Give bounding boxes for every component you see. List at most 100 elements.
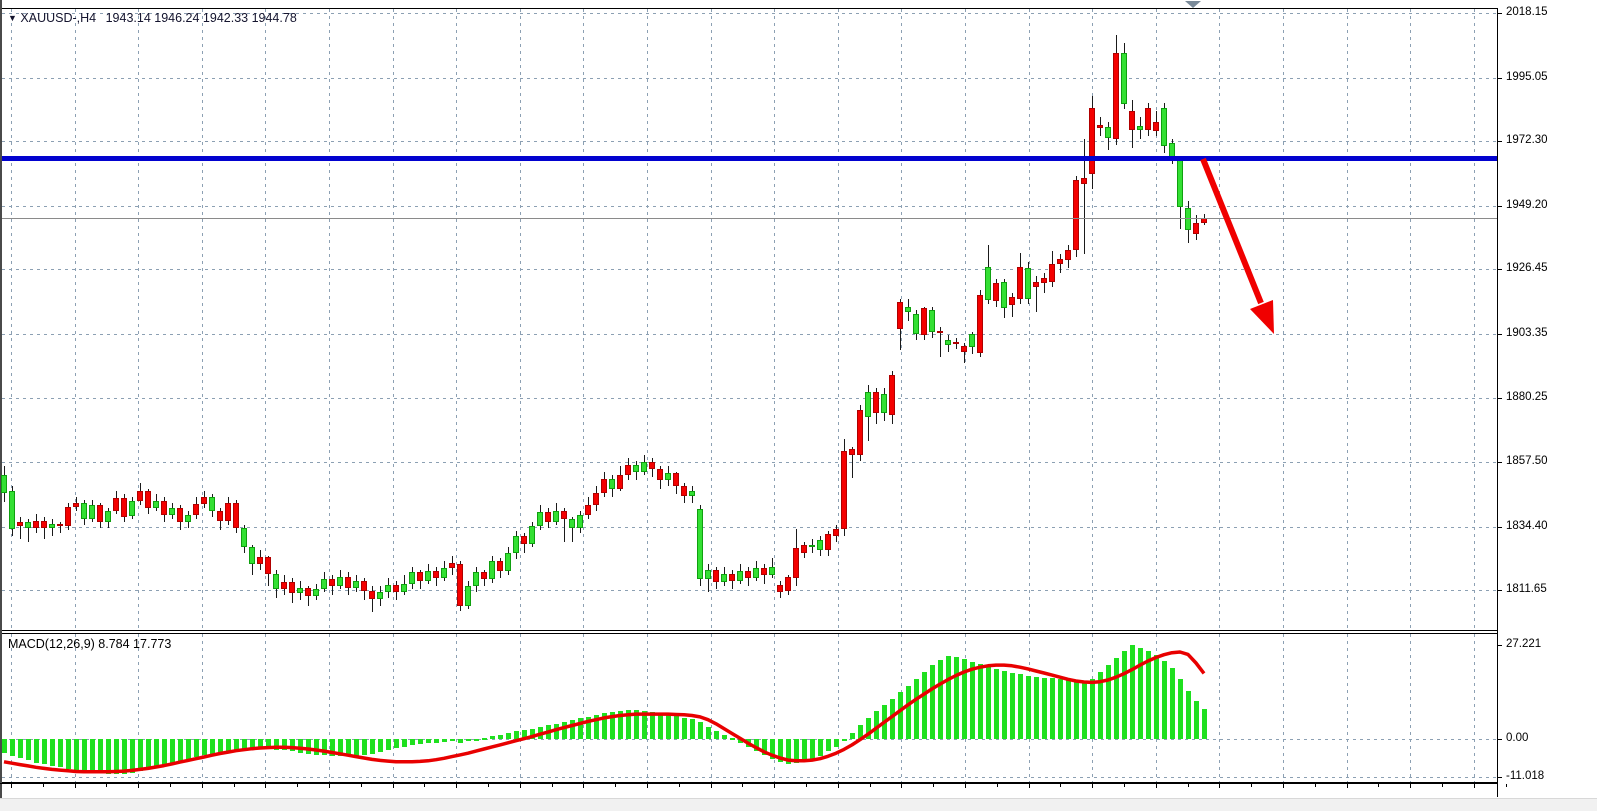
macd-histogram-bar bbox=[369, 739, 375, 754]
macd-histogram-bar bbox=[465, 739, 471, 742]
candle-body bbox=[457, 564, 463, 606]
candle-body bbox=[337, 576, 343, 587]
macd-histogram-bar bbox=[313, 739, 319, 755]
macd-tick bbox=[1497, 645, 1502, 646]
candle-body bbox=[545, 512, 551, 523]
macd-histogram-bar bbox=[193, 739, 199, 757]
time-tick bbox=[424, 784, 425, 787]
price-tick bbox=[1497, 590, 1502, 592]
candle-body bbox=[305, 587, 311, 597]
price-axis[interactable]: 2018.15 1995.05 1972.30 1949.20 1926.45 1903.… bbox=[1497, 0, 1597, 797]
candle-body bbox=[1177, 159, 1183, 207]
bottom-scroll-strip[interactable] bbox=[0, 798, 1597, 811]
time-tick bbox=[520, 784, 521, 788]
time-tick bbox=[1251, 784, 1252, 787]
vertical-gridline bbox=[265, 9, 266, 630]
horizontal-line-1966[interactable] bbox=[2, 155, 1497, 161]
time-axis[interactable]: 15 Feb 202317 Feb 16:0022 Feb 08:0027 Fe… bbox=[0, 783, 1497, 799]
symbol-dropdown-icon[interactable]: ▼ bbox=[8, 13, 17, 23]
candle-body bbox=[969, 334, 975, 348]
vertical-gridline bbox=[1474, 634, 1475, 782]
time-tick bbox=[202, 784, 203, 788]
candle-body bbox=[217, 510, 223, 521]
vertical-gridline bbox=[838, 634, 839, 782]
macd-histogram-bar bbox=[385, 739, 391, 750]
macd-histogram-bar bbox=[241, 739, 247, 749]
macd-histogram-bar bbox=[777, 739, 783, 762]
candle-body bbox=[585, 505, 591, 516]
vertical-gridline bbox=[265, 634, 266, 782]
macd-histogram-bar bbox=[1017, 674, 1023, 739]
ohlc-readout: 1943.14 1946.24 1942.33 1944.78 bbox=[105, 11, 297, 25]
price-axis-label: 1972.30 bbox=[1506, 134, 1548, 147]
price-tick bbox=[1497, 526, 1502, 528]
horizontal-gridline bbox=[2, 398, 1497, 399]
candle-body bbox=[937, 330, 943, 333]
candle-body bbox=[289, 582, 295, 594]
candle-body bbox=[649, 462, 655, 469]
candle-body bbox=[473, 572, 479, 587]
candle-body bbox=[297, 587, 303, 594]
candle-body bbox=[233, 502, 239, 528]
candle-body bbox=[41, 520, 47, 528]
vertical-gridline bbox=[329, 9, 330, 630]
candle-body bbox=[785, 576, 791, 591]
candle-body bbox=[81, 502, 87, 520]
candle-wick bbox=[19, 516, 21, 539]
symbol-timeframe: XAUUSD-,H4 bbox=[20, 11, 97, 25]
macd-histogram-bar bbox=[1177, 678, 1183, 739]
vertical-gridline bbox=[1474, 9, 1475, 630]
vertical-gridline bbox=[329, 634, 330, 782]
macd-histogram-bar bbox=[425, 739, 431, 744]
candle-body bbox=[721, 573, 727, 583]
candle-body bbox=[1145, 108, 1151, 130]
macd-histogram-bar bbox=[793, 739, 799, 764]
horizontal-gridline bbox=[2, 269, 1497, 270]
macd-histogram-bar bbox=[1185, 690, 1191, 739]
candle-body bbox=[409, 572, 415, 584]
macd-histogram-bar bbox=[161, 739, 167, 766]
macd-histogram-bar bbox=[641, 711, 647, 739]
candle-body bbox=[641, 462, 647, 472]
macd-histogram-bar bbox=[1057, 678, 1063, 739]
macd-histogram-bar bbox=[1129, 645, 1135, 739]
candle-body bbox=[433, 571, 439, 578]
candle-body bbox=[841, 450, 847, 530]
macd-histogram-bar bbox=[1105, 664, 1111, 739]
macd-histogram-bar bbox=[57, 739, 63, 768]
macd-histogram-bar bbox=[233, 739, 239, 750]
time-tick bbox=[1219, 784, 1220, 788]
time-tick bbox=[456, 784, 457, 788]
macd-histogram-bar bbox=[121, 739, 127, 774]
macd-histogram-bar bbox=[1033, 676, 1039, 739]
candle-body bbox=[1009, 296, 1015, 305]
panel-separator-bottom[interactable] bbox=[2, 633, 1497, 634]
macd-histogram-bar bbox=[1, 739, 7, 753]
macd-histogram-bar bbox=[137, 739, 143, 772]
candle-body bbox=[897, 301, 903, 330]
time-tick bbox=[997, 784, 998, 787]
macd-histogram-bar bbox=[881, 705, 887, 739]
candle-body bbox=[537, 512, 543, 527]
candle-body bbox=[905, 306, 911, 313]
time-tick bbox=[1506, 784, 1507, 787]
macd-histogram-bar bbox=[993, 668, 999, 739]
macd-histogram-bar bbox=[865, 718, 871, 739]
time-tick bbox=[393, 784, 394, 788]
macd-histogram-bar bbox=[1041, 677, 1047, 739]
candle-body bbox=[1081, 178, 1087, 184]
candle-body bbox=[89, 505, 95, 520]
candle-wick bbox=[939, 326, 941, 358]
candle-body bbox=[1193, 223, 1199, 234]
macd-histogram-bar bbox=[529, 728, 535, 739]
candle-body bbox=[561, 510, 567, 520]
macd-histogram-bar bbox=[337, 739, 343, 757]
horizontal-gridline bbox=[2, 141, 1497, 142]
candle-body bbox=[865, 391, 871, 417]
macd-histogram-bar bbox=[553, 723, 559, 739]
vertical-gridline bbox=[75, 9, 76, 630]
macd-axis-label: 0.00 bbox=[1506, 732, 1529, 744]
time-tick bbox=[933, 784, 934, 787]
candle-body bbox=[921, 308, 927, 335]
